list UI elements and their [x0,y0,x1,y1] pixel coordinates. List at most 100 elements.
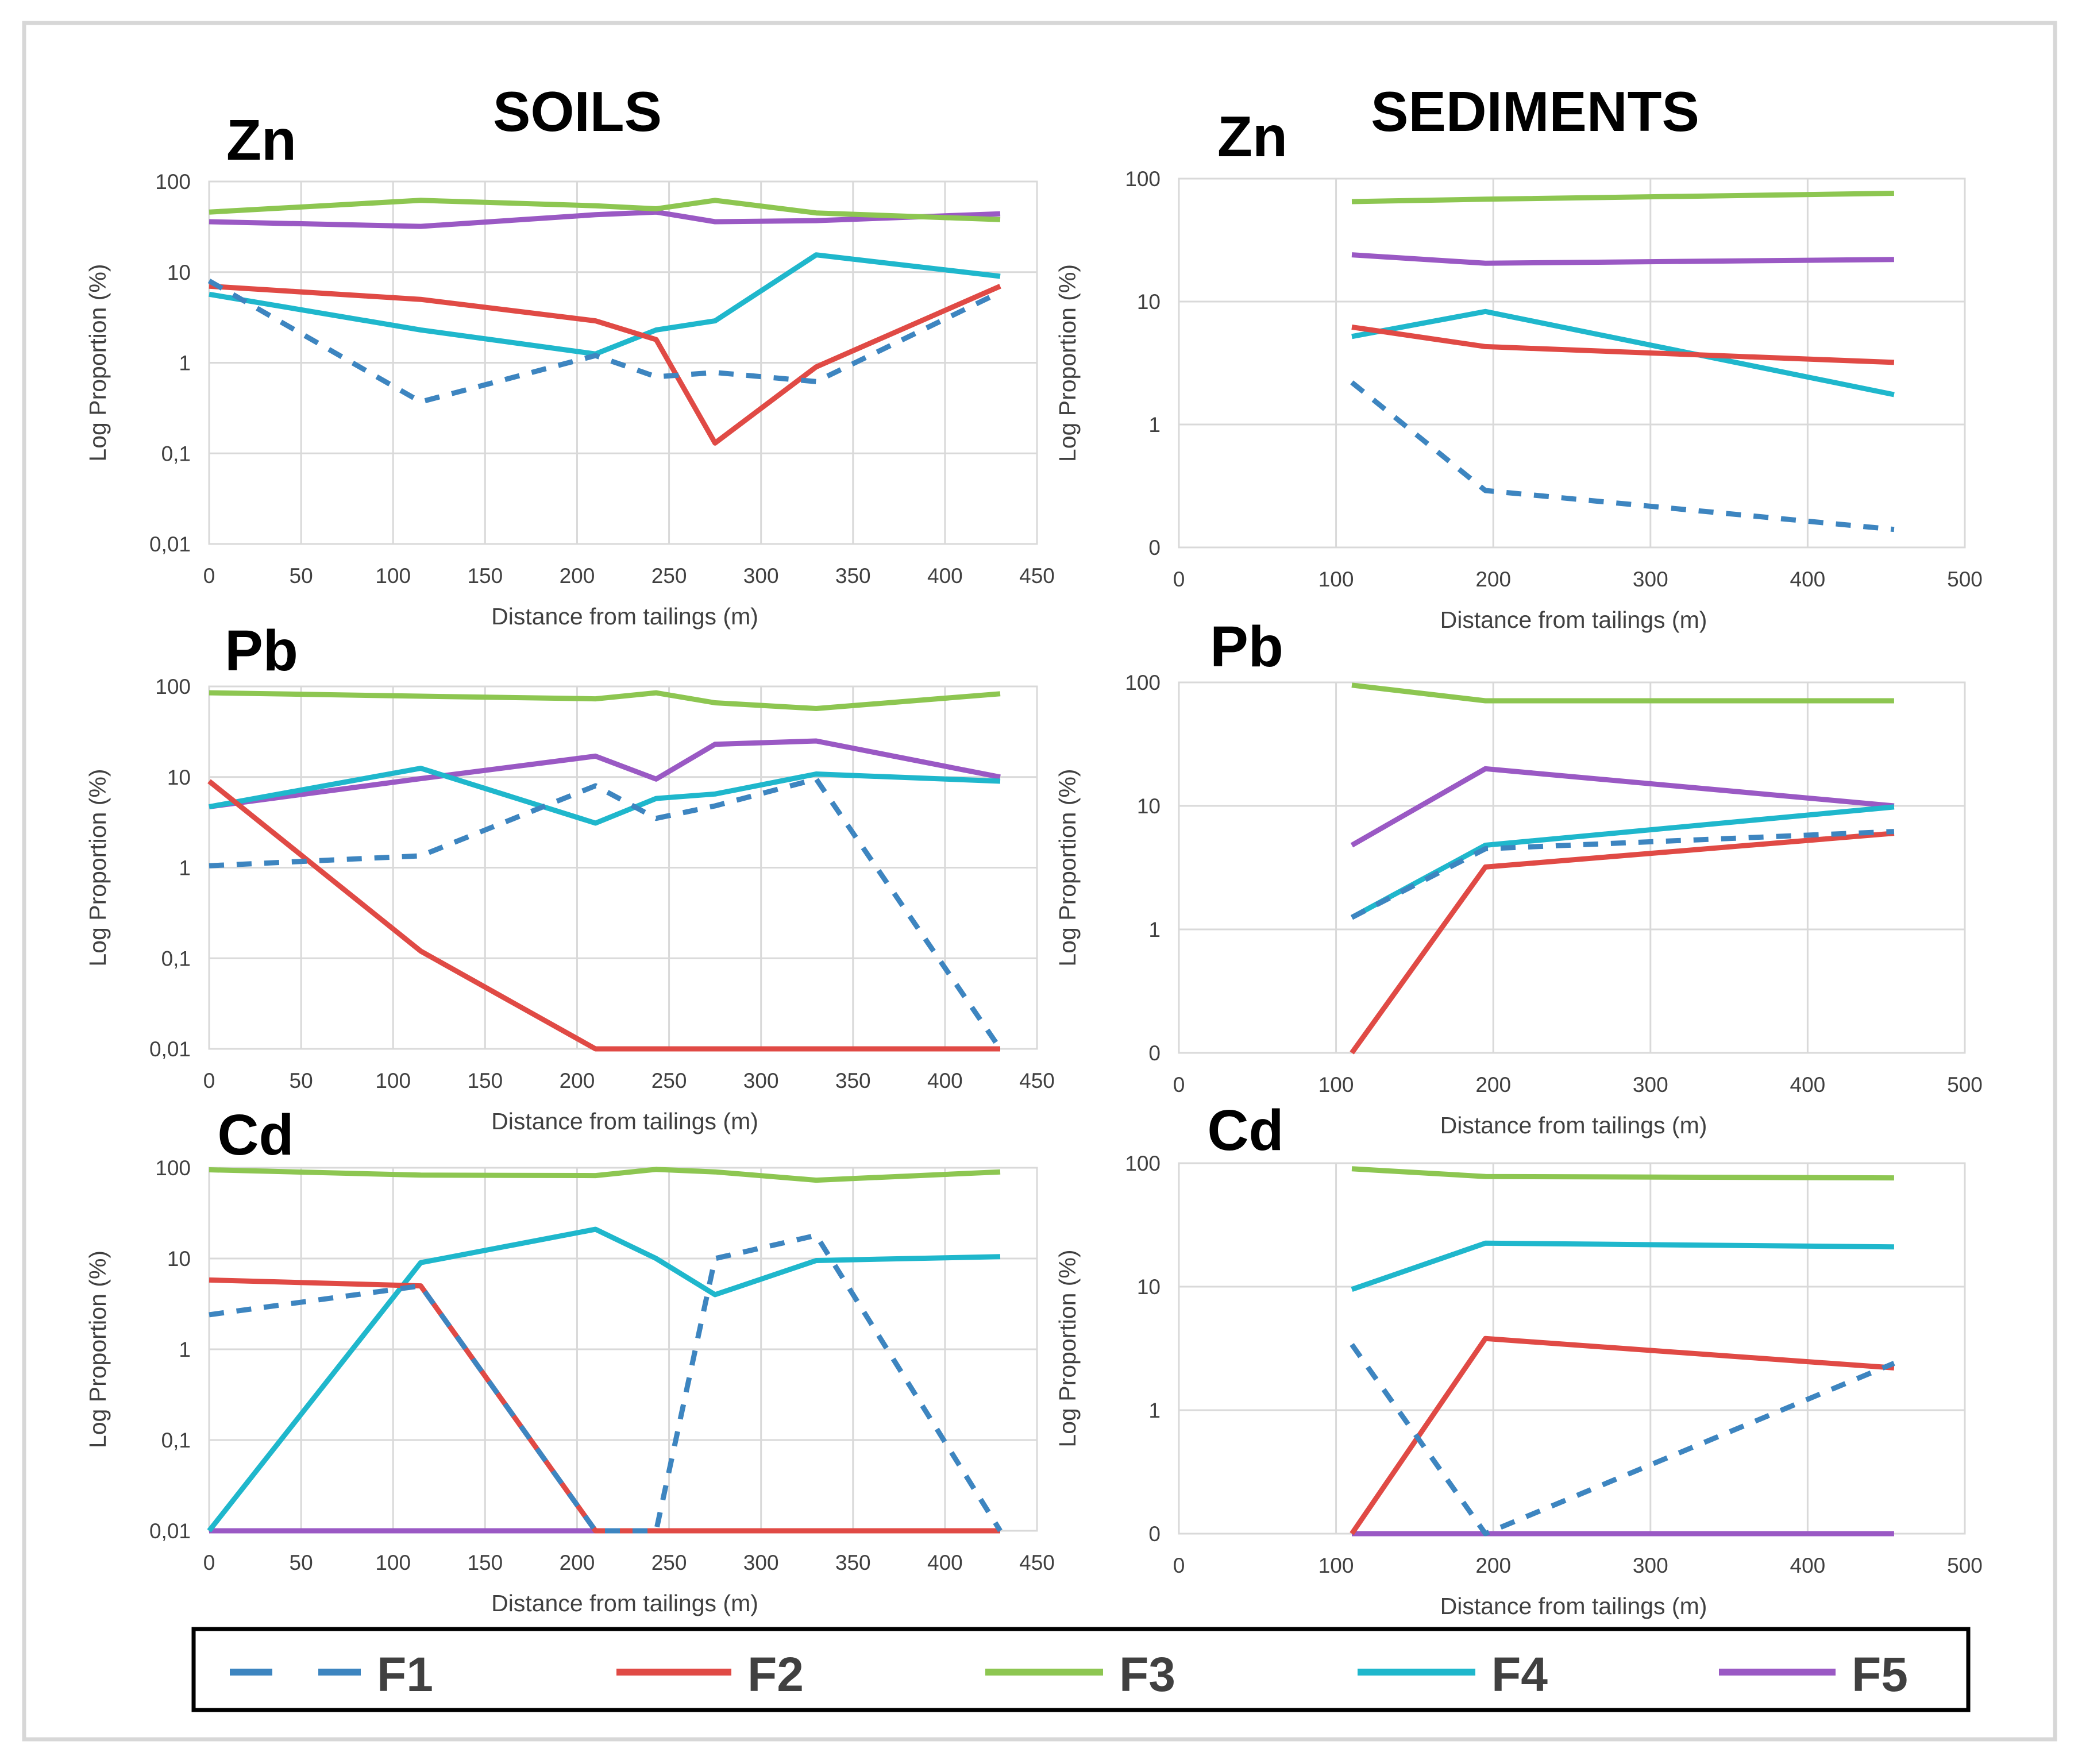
y-tick-label: 100 [1125,671,1161,694]
element-label: Pb [225,619,298,683]
series-F1-line [209,776,1003,1051]
x-tick-label: 300 [743,1551,779,1574]
x-tick-label: 400 [927,564,963,588]
x-tick-label: 200 [1475,1073,1511,1097]
x-tick-label: 200 [560,1551,595,1574]
series-F3-line [209,1167,1001,1183]
y-tick-label: 1 [179,856,191,880]
y-tick-label: 10 [167,766,191,789]
y-tick-label: 100 [1125,167,1161,191]
series-F2-line [207,779,1000,1052]
y-tick-label: 1 [179,1338,191,1361]
x-axis-label: Distance from tailings (m) [1440,607,1707,633]
x-tick-label: 50 [290,564,313,588]
y-tick-label: 0,01 [149,1519,191,1543]
x-tick-label: 50 [290,1551,313,1574]
x-tick-label: 200 [1475,1554,1511,1577]
y-axis-label: Log Proportion (%) [1054,264,1081,462]
x-tick-label: 400 [1790,1073,1826,1097]
series-F1-line [207,279,1001,405]
x-tick-label: 100 [375,1551,411,1574]
plot-area [1178,177,1966,549]
series-F1-line [1350,380,1895,532]
x-tick-label: 400 [1790,1554,1826,1577]
y-tick-label: 10 [1137,1275,1161,1299]
x-tick-label: 500 [1947,1073,1983,1097]
x-tick-label: 350 [835,1551,871,1574]
soils-cd-chart: 0,01 0,1 1 10 100 0 50 100 150 200 250 300 350 400 450… [84,1103,1055,1616]
x-tick-label: 100 [375,1069,411,1093]
figure-frame [22,21,2057,1742]
x-tick-label: 300 [1633,1073,1668,1097]
x-tick-label: 0 [1173,1073,1185,1097]
y-tick-label: 0 [1148,536,1161,559]
x-tick-label: 300 [743,1069,779,1093]
sediments-title: SEDIMENTS [1371,80,1699,143]
y-tick-label: 1 [1148,413,1161,437]
element-label: Cd [217,1103,294,1167]
x-tick-label: 450 [1019,564,1055,588]
series-F3-line [209,198,1001,222]
x-tick-label: 450 [1019,1069,1055,1093]
y-tick-label: 1 [179,352,191,375]
x-tick-label: 100 [375,564,411,588]
legend: F1 F2 F3 F4 F5 [191,1627,1971,1712]
y-axis-label: Log Proportion (%) [84,769,111,966]
series-F2-line [1351,324,1895,365]
series-F5-line [209,738,1001,809]
plot-area [1178,681,1966,1054]
x-tick-label: 100 [1318,568,1354,591]
plot-area [1178,1162,1966,1535]
element-label: Zn [226,108,296,172]
element-label: Zn [1217,105,1287,169]
x-tick-label: 100 [1318,1554,1354,1577]
series-F2-line [1350,831,1895,1055]
y-axis-label: Log Proportion (%) [1054,1249,1081,1447]
sediments-zn-chart: 0 1 10 100 0 100 200 300 400 500 Distance from tai… [1054,105,1983,633]
series-F4-line [1351,308,1895,397]
series-F3-line [1351,1166,1894,1181]
y-tick-label: 0,01 [149,1037,191,1061]
x-tick-label: 500 [1947,1554,1983,1577]
x-tick-label: 400 [927,1551,963,1574]
x-axis-label: Distance from tailings (m) [1440,1112,1707,1138]
series-F3-line [1351,191,1894,204]
x-axis-label: Distance from tailings (m) [491,603,758,630]
series-F2-line [209,1277,1000,1534]
series-F4-line [209,766,1001,826]
y-tick-label: 0,1 [161,947,191,970]
series-F4-line [209,252,1001,357]
soils-pb-chart: 0,01 0,1 1 10 100 0 50 100 150 200 250 300 350 400 450… [84,619,1055,1134]
x-tick-label: 500 [1947,568,1983,591]
series-F5-line [209,209,1001,229]
x-tick-label: 0 [1173,568,1185,591]
series-F5-line [1350,766,1895,848]
y-tick-label: 1 [1148,1399,1161,1422]
x-tick-label: 150 [467,564,503,588]
x-tick-label: 200 [1475,568,1511,591]
x-tick-label: 250 [651,564,687,588]
x-tick-label: 150 [467,1069,503,1093]
soils-zn-chart: 0,01 0,1 1 10 100 0 50 100 150 200 250 300 350 400 450… [84,108,1055,630]
y-tick-label: 1 [1148,918,1161,941]
x-tick-label: 250 [651,1551,687,1574]
y-tick-label: 10 [1137,794,1161,818]
x-tick-label: 450 [1019,1551,1055,1574]
y-axis-label: Log Proportion (%) [1054,769,1081,966]
y-tick-label: 0,1 [161,1429,191,1452]
legend-f1-label: F1 [377,1647,433,1701]
element-label: Cd [1207,1098,1283,1163]
y-tick-label: 100 [155,1156,191,1180]
x-tick-label: 400 [927,1069,963,1093]
series-F1-line [1350,829,1895,920]
y-tick-label: 100 [155,170,191,194]
x-tick-label: 100 [1318,1073,1354,1097]
x-tick-label: 350 [835,564,871,588]
x-tick-label: 200 [560,564,595,588]
y-tick-label: 10 [167,261,191,284]
x-tick-label: 0 [1173,1554,1185,1577]
series-F4-line [1351,1240,1894,1292]
series-F3-line [209,690,1001,711]
